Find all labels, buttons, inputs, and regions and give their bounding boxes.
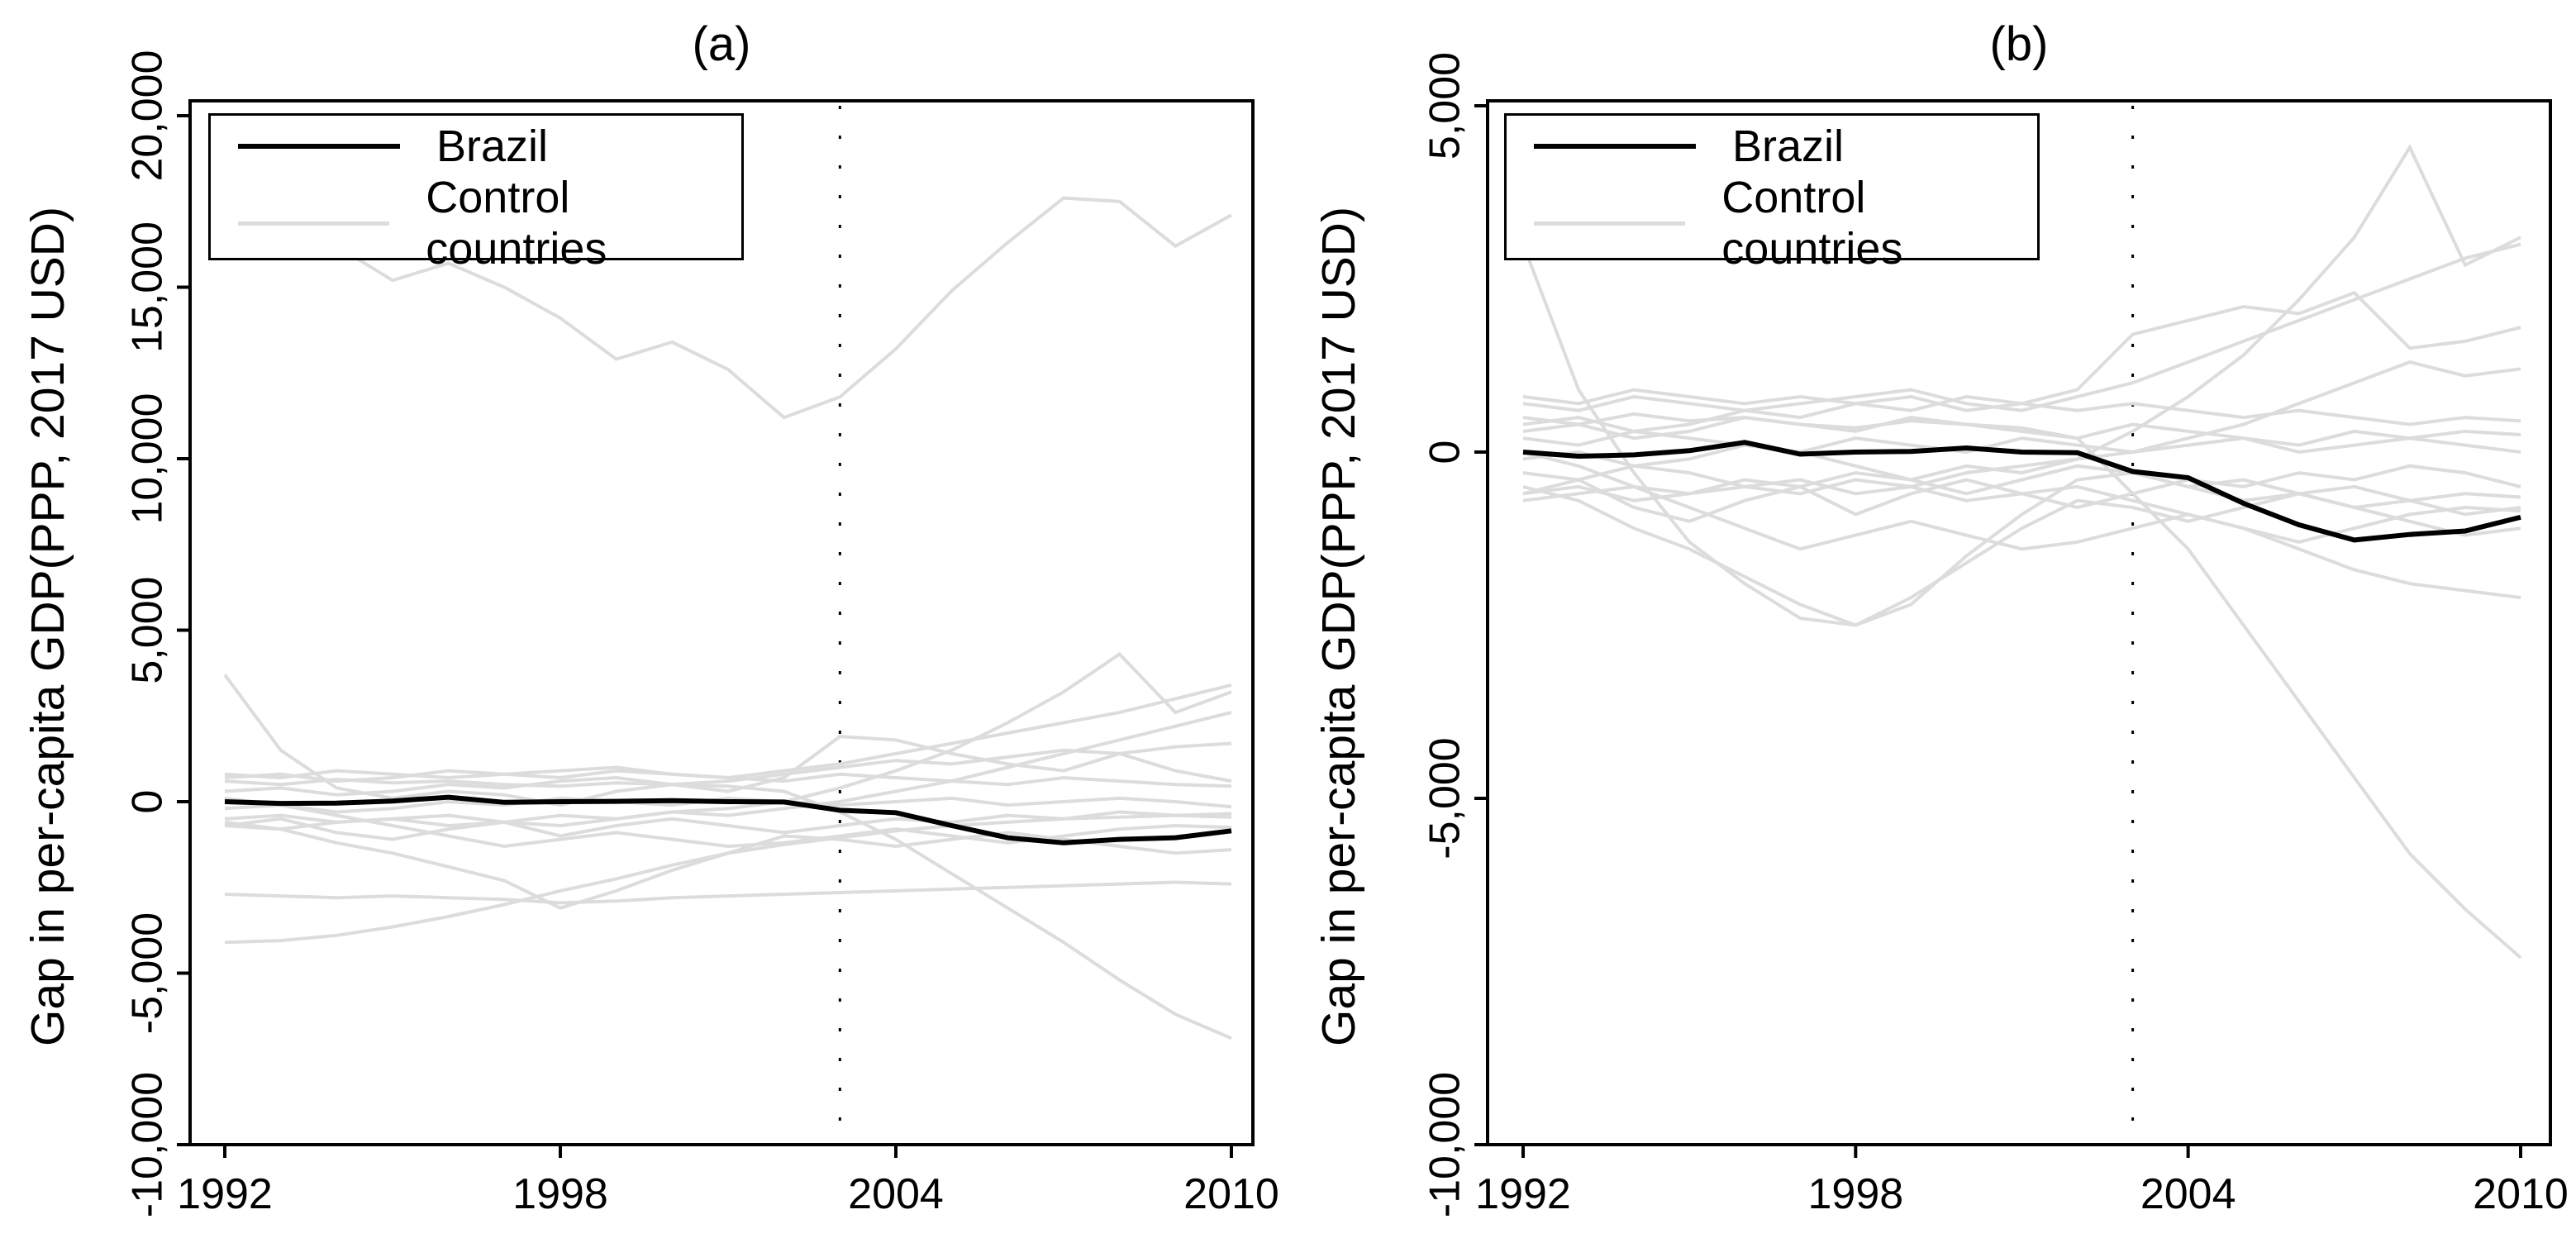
x-tick-label: 1992 [1475, 1170, 1571, 1218]
y-tick-label: 10,000 [124, 393, 172, 524]
y-tick-label: -10,000 [1421, 1072, 1469, 1217]
control-country-line [1522, 464, 2521, 523]
panel-a-legend: Brazil Control countries [208, 113, 744, 274]
control-country-line [1522, 360, 2521, 502]
legend-row-control-countries: Control countries [1507, 172, 2037, 274]
legend-label-brazil: Brazil [1732, 121, 1845, 171]
y-tick-label: -5,000 [1421, 737, 1469, 859]
control-country-line [224, 769, 1232, 788]
control-country-line [223, 674, 1232, 807]
panel-b: 5,000 0 -5,000 -10,000 1992 1998 2004 2010 (b) … [1288, 0, 2576, 1243]
panel-a-title: (a) [692, 17, 751, 71]
control-country-line [223, 183, 1232, 420]
y-tick-label: 0 [1421, 441, 1469, 464]
y-tick-label: 15,000 [124, 221, 172, 353]
x-tick-label: 2004 [848, 1170, 944, 1218]
panel-a-y-axis-label: Gap in per-capita GDP(PPP, 2017 USD) [21, 207, 74, 1046]
y-tick-label: 5,000 [1421, 52, 1469, 160]
x-tick-label: 2010 [2473, 1170, 2569, 1218]
y-tick-label: 5,000 [124, 576, 172, 683]
control-country-line [224, 777, 1232, 1041]
control-country-line [1522, 436, 2521, 468]
x-tick-label: 2010 [1183, 1170, 1279, 1218]
control-country-line [1522, 429, 2521, 502]
control-country-line [1522, 484, 2521, 627]
panel-b-plot: 5,000 0 -5,000 -10,000 1992 1998 2004 2010 [1421, 52, 2569, 1218]
control-country-line [224, 683, 1232, 780]
panel-b-title: (b) [1989, 17, 2049, 71]
legend-row-brazil: Brazil [1507, 121, 2037, 172]
legend-label-brazil: Brazil [436, 121, 549, 171]
panel-b-legend: Brazil Control countries [1504, 113, 2040, 274]
x-tick-label: 1992 [177, 1170, 273, 1218]
control-countries-line-swatch [238, 221, 390, 226]
legend-label-control-countries: Control countries [426, 173, 607, 274]
control-country-line [1522, 412, 2522, 960]
control-countries-line-swatch [1534, 221, 1686, 226]
brazil-line [1522, 440, 2521, 543]
y-tick-label: 0 [124, 790, 172, 814]
legend-row-control-countries: Control countries [211, 172, 741, 274]
control-country-line [1522, 242, 2521, 412]
x-tick-label: 1998 [512, 1170, 608, 1218]
control-country-line [1522, 464, 2521, 599]
control-country-line [224, 741, 1232, 797]
control-country-line [224, 880, 1232, 905]
control-country-line [224, 711, 1232, 828]
control-country-line [1522, 388, 2521, 426]
x-tick-label: 1998 [1807, 1170, 1903, 1218]
y-tick-label: -5,000 [124, 912, 172, 1034]
control-country-line [224, 820, 1232, 910]
y-tick-label: -10,000 [124, 1072, 172, 1217]
legend-row-brazil: Brazil [211, 121, 741, 172]
control-country-line [1522, 416, 2521, 447]
x-tick-label: 2004 [2140, 1170, 2236, 1218]
control-country-line [1522, 450, 2521, 551]
brazil-line-swatch [238, 144, 400, 149]
y-tick-label: 20,000 [124, 50, 172, 181]
legend-label-control-countries: Control countries [1721, 173, 1903, 274]
control-country-line [224, 810, 1232, 841]
brazil-line [224, 794, 1232, 845]
control-country-line [224, 796, 1232, 814]
panel-a: 20,000 15,000 10,000 5,000 0 -5,000 -10,000 199… [21, 17, 1279, 1218]
control-country-line [224, 796, 1232, 849]
panel-b-y-axis-label: Gap in per-capita GDP(PPP, 2017 USD) [1312, 207, 1365, 1046]
brazil-line-swatch [1534, 144, 1696, 149]
